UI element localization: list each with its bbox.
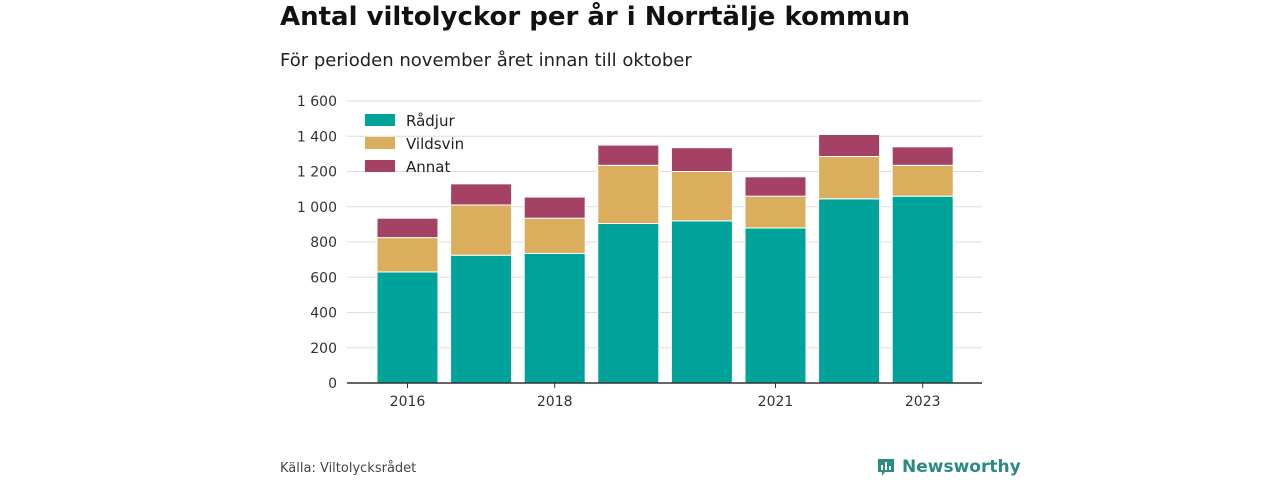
bar-vildsvin-2021 — [744, 195, 807, 229]
y-tick-label: 1 600 — [297, 94, 337, 110]
y-tick-label: 200 — [310, 341, 337, 357]
y-tick-label: 600 — [310, 270, 337, 286]
y-tick-label: 400 — [310, 306, 337, 322]
bar-vildsvin-2020 — [670, 171, 733, 222]
y-tick-label: 1 000 — [297, 200, 337, 216]
bar-rådjur-2016 — [376, 271, 439, 384]
bar-vildsvin-2022 — [818, 156, 881, 200]
legend-swatch-rådjur — [365, 114, 395, 126]
bar-rådjur-2020 — [670, 220, 733, 384]
bar-vildsvin-2019 — [597, 164, 660, 224]
legend-label-rådjur: Rådjur — [406, 112, 455, 130]
legend-label-annat: Annat — [406, 158, 450, 176]
source-note: Källa: Viltolycksrådet — [280, 461, 417, 476]
bar-chart-speech-icon — [878, 459, 894, 476]
bar-rådjur-2022 — [818, 198, 881, 384]
bar-annat-2022 — [818, 133, 881, 158]
bar-annat-2023 — [891, 146, 954, 166]
bar-vildsvin-2018 — [523, 217, 586, 254]
bar-rådjur-2019 — [597, 222, 660, 384]
legend-swatch-annat — [365, 160, 395, 172]
bar-rådjur-2021 — [744, 227, 807, 384]
x-tick-label: 2016 — [390, 394, 426, 410]
bar-vildsvin-2017 — [450, 204, 513, 256]
bar-rådjur-2018 — [523, 252, 586, 384]
bar-rådjur-2017 — [450, 254, 513, 384]
y-tick-label: 800 — [310, 235, 337, 251]
chart-title: Antal viltolyckor per år i Norrtälje kom… — [280, 2, 911, 32]
bar-vildsvin-2016 — [376, 237, 439, 273]
chart-subtitle: För perioden november året innan till ok… — [280, 50, 692, 71]
y-tick-label: 0 — [328, 376, 337, 392]
x-tick-label: 2023 — [905, 394, 941, 410]
bar-vildsvin-2023 — [891, 164, 954, 197]
y-tick-label: 1 200 — [297, 165, 337, 181]
bar-annat-2017 — [450, 183, 513, 206]
bar-annat-2018 — [523, 196, 586, 219]
bar-annat-2021 — [744, 176, 807, 197]
x-tick-label: 2021 — [758, 394, 794, 410]
legend-label-vildsvin: Vildsvin — [406, 135, 464, 153]
bar-annat-2019 — [597, 144, 660, 166]
brand-logo: Newsworthy — [876, 455, 1021, 479]
bar-annat-2016 — [376, 217, 439, 239]
bar-rådjur-2023 — [891, 195, 954, 384]
brand-name: Newsworthy — [902, 457, 1021, 477]
legend-swatch-vildsvin — [365, 137, 395, 149]
bar-annat-2020 — [670, 147, 733, 173]
y-tick-label: 1 400 — [297, 129, 337, 145]
x-tick-label: 2018 — [537, 394, 573, 410]
